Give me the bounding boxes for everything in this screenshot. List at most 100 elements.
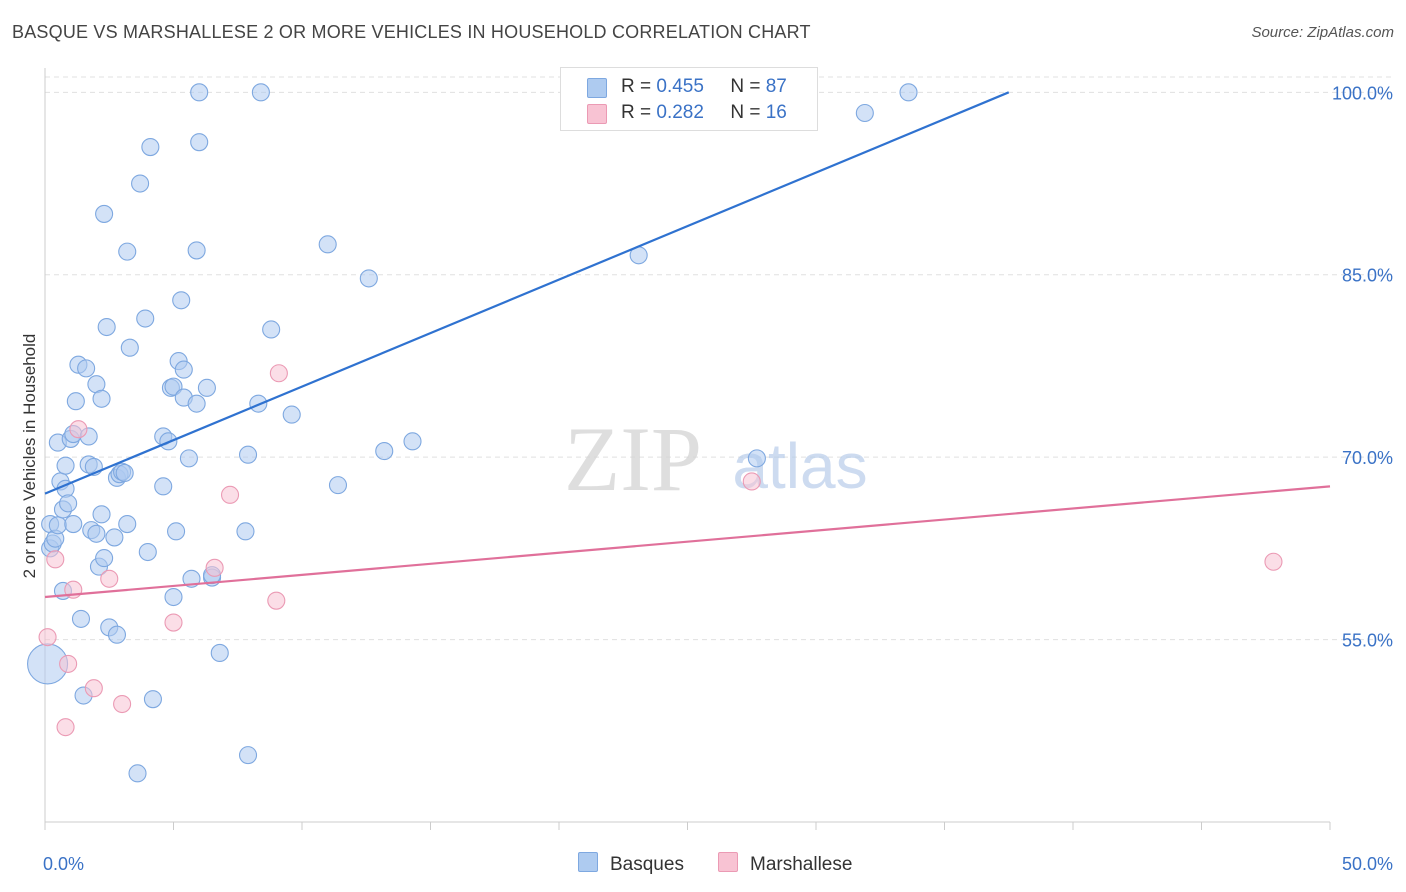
basques-point xyxy=(172,291,191,310)
legend-n-value: 87 xyxy=(765,76,787,97)
marshallese-point xyxy=(205,558,224,577)
basques-point xyxy=(238,445,258,464)
basques-point xyxy=(899,83,918,102)
basques-point xyxy=(141,137,160,157)
basques-point xyxy=(197,378,216,397)
legend-r-label: R = xyxy=(621,102,652,123)
basques-point xyxy=(238,746,258,765)
basques-point xyxy=(87,524,106,543)
legend-swatch-basques xyxy=(587,78,607,98)
marshallese-point xyxy=(1264,552,1283,571)
x-tick-label: 0.0% xyxy=(43,854,84,874)
legend-label-basques: Basques xyxy=(610,854,684,875)
marshallese-point xyxy=(742,472,761,491)
y-tick-label: 70.0% xyxy=(1342,448,1393,468)
marshallese-point xyxy=(113,694,132,714)
basques-point xyxy=(64,514,83,534)
basques-point xyxy=(107,625,127,644)
basques-point xyxy=(56,456,75,475)
basques-point xyxy=(48,516,67,535)
marshallese-point xyxy=(69,420,88,439)
legend-n-value: 16 xyxy=(765,102,787,123)
legend-n-label: N = xyxy=(730,102,761,123)
tick-labels: 55.0% 70.0% 85.0% 100.0% 0.0% 50.0% xyxy=(43,83,1393,874)
gridlines xyxy=(45,76,1395,641)
stats-legend: R = 0.455 N = 87 R = 0.282 N = 16 xyxy=(560,67,818,131)
series-legend: Basques Marshallese xyxy=(0,852,1406,878)
basques-point xyxy=(747,449,766,468)
basques-point xyxy=(115,463,134,483)
y-tick-label: 55.0% xyxy=(1342,631,1393,651)
basques-point xyxy=(375,442,394,461)
basques-point xyxy=(190,133,209,152)
marshallese-point xyxy=(59,654,78,673)
y-tick-label: 85.0% xyxy=(1342,266,1393,286)
basques-point xyxy=(118,514,137,534)
marshallese-point xyxy=(84,679,103,698)
basques-point xyxy=(187,394,206,413)
basques-point xyxy=(174,360,193,379)
basques-point xyxy=(77,359,96,378)
y-tick-label: 100.0% xyxy=(1332,83,1393,103)
basques-point xyxy=(97,317,116,337)
legend-label-marshallese: Marshallese xyxy=(750,854,853,875)
basques-trend-line xyxy=(44,91,1010,495)
basques-point xyxy=(262,320,281,339)
axes xyxy=(44,68,1331,830)
basques-point xyxy=(143,690,162,709)
marshallese-point xyxy=(269,364,288,383)
legend-item-marshallese[interactable]: Marshallese xyxy=(718,852,852,876)
basques-point xyxy=(164,587,183,607)
watermark: ZIP atlas xyxy=(564,408,868,510)
legend-swatch-marshallese xyxy=(587,104,607,124)
basques-point xyxy=(328,476,348,495)
x-tick-label: 50.0% xyxy=(1342,854,1393,874)
basques-point xyxy=(71,609,91,628)
y-axis-label: 2 or more Vehicles in Household xyxy=(20,333,39,579)
legend-n-label: N = xyxy=(730,76,761,97)
basques-point xyxy=(128,764,147,783)
basques-point xyxy=(855,103,874,123)
basques-point xyxy=(131,174,150,193)
marshallese-point xyxy=(38,628,57,647)
basques-point xyxy=(236,522,255,541)
marshallese-point xyxy=(164,613,183,632)
basques-point xyxy=(318,235,337,254)
marshallese-point xyxy=(220,485,240,504)
marshallese-point xyxy=(267,591,286,610)
basques-point xyxy=(251,83,270,102)
basques-point xyxy=(92,389,111,408)
basques-point xyxy=(187,241,206,260)
basques-point xyxy=(59,494,78,513)
legend-r-value: 0.455 xyxy=(656,76,704,97)
legend-item-basques[interactable]: Basques xyxy=(578,852,684,876)
basques-point xyxy=(190,83,209,102)
basques-point xyxy=(120,338,139,357)
basques-point xyxy=(179,449,198,468)
basques-point xyxy=(105,528,124,547)
basques-point xyxy=(154,477,173,496)
basques-point xyxy=(66,392,85,411)
basques-point xyxy=(167,522,186,541)
marshallese-point xyxy=(46,550,65,569)
basques-point xyxy=(92,505,111,524)
basques-point xyxy=(282,405,301,424)
chart-source: Source: ZipAtlas.com xyxy=(1251,24,1394,41)
basques-point xyxy=(118,242,137,261)
basques-point xyxy=(359,269,378,288)
legend-r-value: 0.282 xyxy=(656,102,704,123)
marshallese-trend-line xyxy=(44,485,1331,599)
legend-swatch-marshallese xyxy=(718,852,738,872)
legend-swatch-basques xyxy=(578,852,598,872)
basques-point xyxy=(95,549,114,568)
marshallese-point xyxy=(56,718,75,737)
basques-point xyxy=(210,643,229,663)
basques-point xyxy=(136,309,155,328)
marshallese-point xyxy=(100,569,119,588)
basques-point xyxy=(138,542,157,562)
basques-point xyxy=(403,432,422,451)
data-points xyxy=(27,83,1283,783)
chart-title: BASQUE VS MARSHALLESE 2 OR MORE VEHICLES… xyxy=(12,22,811,42)
legend-r-label: R = xyxy=(621,76,652,97)
